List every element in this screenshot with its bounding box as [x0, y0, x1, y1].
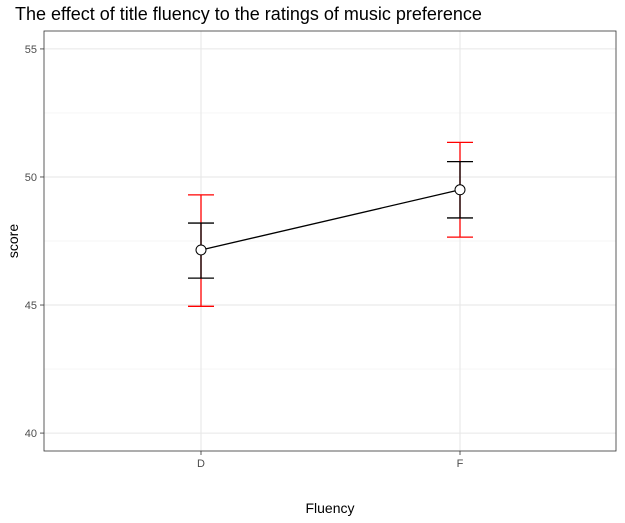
error-bars — [188, 141, 473, 307]
x-tick-label: F — [457, 458, 464, 470]
plot-panel-border — [43, 30, 617, 452]
data-point — [195, 244, 207, 256]
y-tick-label: 50 — [25, 172, 37, 184]
x-tick-label: D — [197, 458, 205, 470]
y-axis: 40 45 50 55 — [25, 44, 44, 440]
grid-major — [44, 31, 616, 451]
chart-title: The effect of title fluency to the ratin… — [15, 4, 482, 24]
y-axis-title: score — [5, 224, 21, 258]
y-tick-label: 45 — [25, 300, 37, 312]
series-line — [200, 189, 461, 251]
data-point — [454, 184, 466, 196]
y-tick-label: 40 — [25, 428, 37, 440]
series-lines — [200, 189, 461, 251]
y-tick-label: 55 — [25, 44, 37, 56]
x-axis-title: Fluency — [305, 500, 354, 516]
data-points — [195, 184, 466, 256]
grid-minor — [44, 112, 616, 370]
